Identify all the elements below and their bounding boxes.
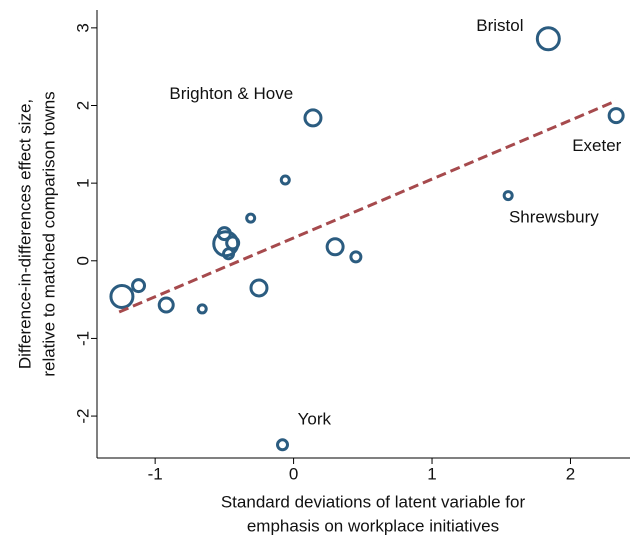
annotation: Exeter [572,136,621,155]
fit-line [118,99,617,314]
x-tick-label: 2 [566,464,575,483]
x-axis-title: Standard deviations of latent variable f… [221,492,526,511]
bubble [249,278,269,298]
y-tick-label: 0 [73,256,92,265]
y-tick-label: -2 [73,409,92,424]
annotation: York [298,409,332,428]
annotation: Bristol [476,16,523,35]
bubble [349,250,363,264]
annotation: Brighton & Hove [169,84,293,103]
bubble [276,438,290,452]
bubble [109,284,135,310]
bubble [535,26,561,52]
bubble [279,174,291,186]
y-tick-label: 2 [73,101,92,110]
bubble [245,212,257,224]
y-tick-label: -1 [73,331,92,346]
bubble [222,247,236,261]
x-tick-label: -1 [148,464,163,483]
y-axis-title: relative to matched comparison towns [39,91,58,376]
y-axis-title: Difference-in-differences effect size, [15,99,34,369]
bubble [502,190,514,202]
y-tick-label: 3 [73,23,92,32]
bubble [131,278,147,294]
bubble [157,296,175,314]
x-axis-title: emphasis on workplace initiatives [247,516,499,535]
bubble [325,237,345,257]
annotation: Shrewsbury [509,208,599,227]
bubble [196,303,208,315]
x-tick-label: 0 [289,464,298,483]
bubble [303,108,323,128]
bubble [607,107,625,125]
x-tick-label: 1 [427,464,436,483]
y-tick-label: 1 [73,178,92,187]
